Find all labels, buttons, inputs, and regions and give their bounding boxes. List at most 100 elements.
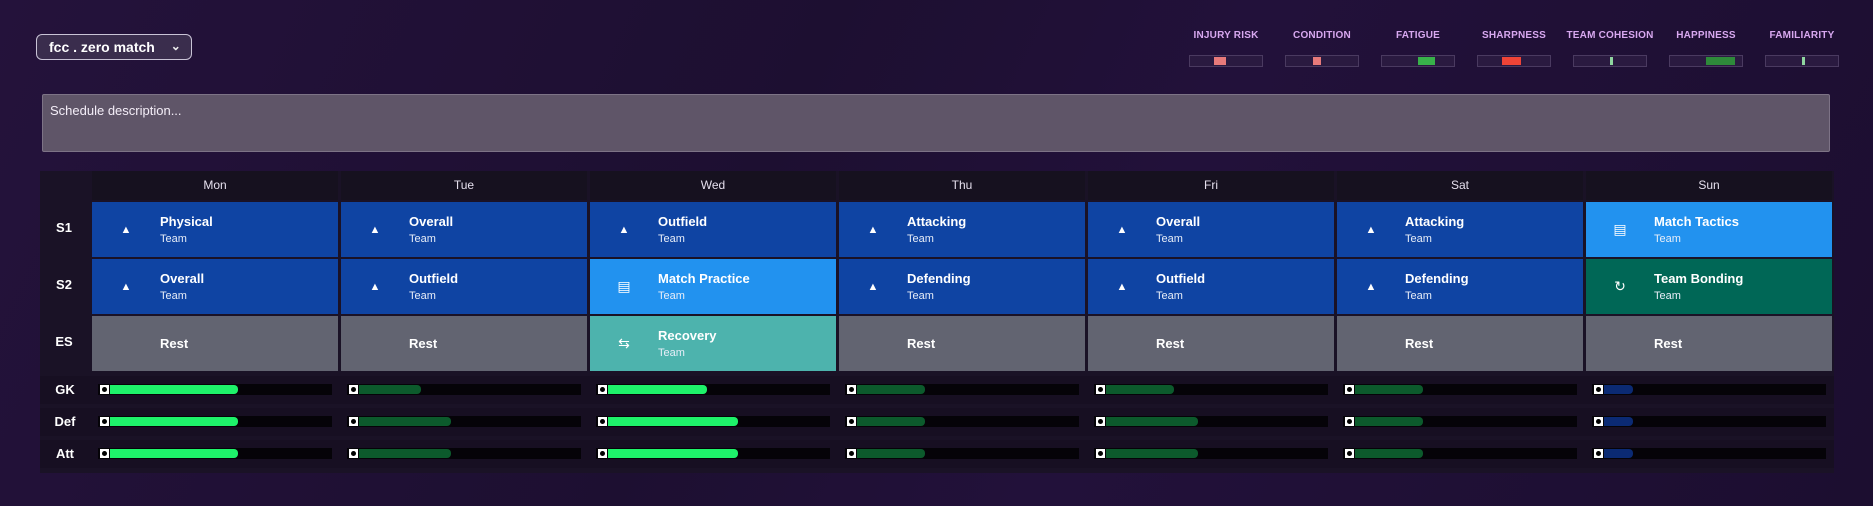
day-header-thu: Thu [839, 171, 1085, 200]
load-bar [1604, 417, 1633, 426]
session-text: Match Practice Team [658, 271, 750, 302]
cone-icon: ▲ [867, 280, 879, 293]
session-cell-s1-mon[interactable]: ▲ Physical Team [92, 202, 338, 257]
schedule-description-input[interactable]: Schedule description... [42, 94, 1830, 152]
session-group: Team [658, 233, 685, 245]
load-bar [1106, 417, 1199, 426]
intensity-icon [1594, 385, 1603, 394]
intensity-icon [1096, 417, 1105, 426]
load-level-sun [1592, 384, 1826, 395]
session-cell-s2-mon[interactable]: ▲ Overall Team [92, 259, 338, 314]
meter-fill [1418, 57, 1435, 65]
team-bonding-icon: ↻ [1614, 278, 1626, 294]
session-group: Team [1654, 290, 1681, 302]
session-cell-s1-fri[interactable]: ▲ Overall Team [1088, 202, 1334, 257]
session-cell-es-wed[interactable]: ⇆ Recovery Team [590, 316, 836, 371]
session-cell-es-fri[interactable]: Rest [1088, 316, 1334, 371]
load-level-sat [1343, 416, 1577, 427]
intensity-icon [1345, 449, 1354, 458]
intensity-icon [1594, 449, 1603, 458]
intensity-icon [1096, 385, 1105, 394]
session-cell-s1-sat[interactable]: ▲ Attacking Team [1337, 202, 1583, 257]
intensity-icon [100, 449, 109, 458]
session-row-label-es: ES [55, 334, 73, 349]
session-text: Attacking Team [1405, 214, 1464, 245]
session-cell-s1-tue[interactable]: ▲ Overall Team [341, 202, 587, 257]
load-level-tue [347, 448, 581, 459]
session-text: Defending Team [1405, 271, 1469, 302]
intensity-icon [598, 449, 607, 458]
meter-label: TEAM COHESION [1566, 30, 1654, 41]
schedule-select-button[interactable]: fcc . zero match ⌄ [36, 34, 192, 60]
session-row-label-s1: S1 [56, 220, 72, 235]
meter-track [1765, 55, 1839, 67]
session-cell-es-thu[interactable]: Rest [839, 316, 1085, 371]
load-level-tue [347, 384, 581, 395]
session-title: Match Tactics [1654, 214, 1740, 229]
session-title: Overall [160, 271, 205, 286]
load-level-thu [845, 384, 1079, 395]
meter-track [1189, 55, 1263, 67]
session-cell-s2-sat[interactable]: ▲ Defending Team [1337, 259, 1583, 314]
session-title: Rest [1405, 336, 1434, 351]
meter-happiness: HAPPINESS [1658, 30, 1754, 67]
session-title: Outfield [409, 271, 459, 286]
session-cell-s2-wed[interactable]: ▤ Match Practice Team [590, 259, 836, 314]
session-title: Rest [160, 336, 189, 351]
session-cell-s2-thu[interactable]: ▲ Defending Team [839, 259, 1085, 314]
session-title: Match Practice [658, 271, 750, 286]
day-header-sun: Sun [1586, 171, 1832, 200]
session-group: Team [1156, 290, 1183, 302]
load-level-mon [98, 416, 332, 427]
day-header-sat: Sat [1337, 171, 1583, 200]
session-cell-es-sat[interactable]: Rest [1337, 316, 1583, 371]
session-title: Team Bonding [1654, 271, 1744, 286]
intensity-icon [1345, 385, 1354, 394]
load-level-sun [1592, 448, 1826, 459]
meter-track [1381, 55, 1455, 67]
meter-team-cohesion: TEAM COHESION [1562, 30, 1658, 67]
load-bar [110, 417, 238, 426]
session-cell-s2-tue[interactable]: ▲ Outfield Team [341, 259, 587, 314]
cone-icon: ▲ [1365, 223, 1377, 236]
session-text: Rest [1405, 336, 1433, 351]
meter-fill [1610, 57, 1613, 65]
session-text: Outfield Team [409, 271, 458, 302]
training-schedule-grid: Mon Tue Wed Thu Fri Sat Sun S1 ▲ Physical Team ▲ Ove… [40, 171, 1834, 473]
load-bar [1604, 385, 1633, 394]
load-bar [1604, 449, 1633, 458]
session-cell-es-sun[interactable]: Rest [1586, 316, 1832, 371]
load-bar [857, 449, 926, 458]
session-title: Physical [160, 214, 213, 229]
load-bar [1355, 449, 1424, 458]
meter-injury-risk: INJURY RISK [1178, 30, 1274, 67]
session-group: Team [907, 233, 934, 245]
session-cell-es-tue[interactable]: Rest [341, 316, 587, 371]
intensity-icon [847, 417, 856, 426]
session-cell-s2-fri[interactable]: ▲ Outfield Team [1088, 259, 1334, 314]
schedule-name: fcc . zero match [49, 39, 155, 55]
session-text: Outfield Team [1156, 271, 1205, 302]
session-title: Rest [1654, 336, 1683, 351]
load-level-fri [1094, 448, 1328, 459]
session-cell-s1-sun[interactable]: ▤ Match Tactics Team [1586, 202, 1832, 257]
session-cell-s1-thu[interactable]: ▲ Attacking Team [839, 202, 1085, 257]
session-cell-s1-wed[interactable]: ▲ Outfield Team [590, 202, 836, 257]
load-row-gk: GK [40, 376, 1834, 404]
session-group: Team [1405, 290, 1432, 302]
cone-icon: ▲ [120, 223, 132, 236]
session-title: Overall [1156, 214, 1201, 229]
load-bar [608, 449, 738, 458]
meter-track [1285, 55, 1359, 67]
meter-label: INJURY RISK [1193, 30, 1259, 41]
meter-fill [1312, 57, 1321, 65]
session-cell-es-mon[interactable]: Rest [92, 316, 338, 371]
meter-track [1573, 55, 1647, 67]
session-title: Defending [1405, 271, 1469, 286]
session-cell-s2-sun[interactable]: ↻ Team Bonding Team [1586, 259, 1832, 314]
load-level-mon [98, 448, 332, 459]
session-text: Match Tactics Team [1654, 214, 1739, 245]
meter-fill [1501, 57, 1522, 65]
cone-icon: ▲ [1116, 223, 1128, 236]
day-header-fri: Fri [1088, 171, 1334, 200]
